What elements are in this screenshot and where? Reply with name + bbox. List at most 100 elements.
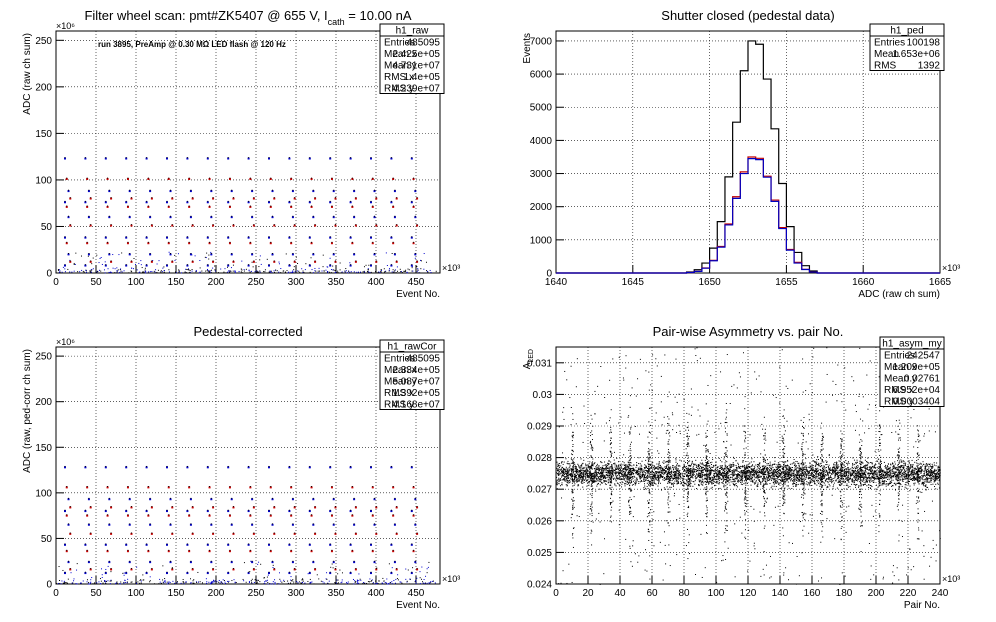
data-point: [689, 482, 691, 484]
data-point: [397, 574, 399, 576]
data-point: [701, 474, 703, 476]
data-point: [110, 224, 112, 226]
data-point: [227, 271, 229, 273]
data-point: [108, 271, 110, 273]
data-point: [257, 583, 259, 585]
data-point: [556, 480, 558, 482]
data-point: [312, 272, 314, 274]
stats-box-frame: [869, 23, 945, 71]
data-point: [742, 472, 744, 474]
data-point: [779, 478, 781, 480]
data-point: [935, 483, 937, 485]
data-point: [110, 271, 112, 273]
data-point: [572, 470, 574, 472]
data-point: [665, 471, 667, 473]
data-point: [63, 580, 65, 582]
data-point: [252, 197, 255, 200]
data-point: [225, 582, 227, 584]
data-point: [776, 481, 778, 483]
data-point: [819, 463, 821, 465]
data-point: [614, 464, 616, 466]
data-point: [589, 467, 591, 469]
data-point: [374, 497, 376, 499]
data-point: [396, 532, 398, 534]
data-point: [165, 581, 167, 583]
data-point: [905, 484, 907, 486]
data-point: [829, 479, 831, 481]
data-point: [117, 269, 119, 271]
data-point: [264, 577, 266, 579]
data-point: [133, 258, 135, 260]
data-point: [596, 474, 598, 476]
data-point: [866, 465, 868, 467]
data-point: [388, 563, 390, 565]
data-point: [268, 201, 270, 204]
data-point: [412, 177, 415, 180]
data-point: [848, 470, 850, 472]
data-point: [926, 468, 928, 470]
data-point: [334, 568, 337, 571]
data-point: [812, 470, 814, 472]
data-point: [897, 460, 899, 462]
y-tick-label: 0: [546, 269, 552, 280]
data-point: [59, 580, 61, 582]
data-point: [669, 478, 671, 480]
data-point: [272, 215, 274, 217]
data-point: [210, 560, 212, 562]
data-point: [920, 466, 922, 468]
x-exponent-label: ×10³: [942, 263, 960, 273]
data-point: [598, 471, 600, 473]
data-point: [392, 242, 395, 245]
data-point: [309, 509, 311, 511]
data-point: [762, 480, 764, 482]
data-point: [790, 476, 792, 478]
data-point: [902, 474, 904, 476]
data-point: [736, 476, 738, 478]
data-point: [692, 477, 694, 479]
data-point: [426, 568, 428, 570]
data-point: [269, 486, 272, 489]
data-point: [368, 264, 370, 266]
data-point: [107, 565, 109, 567]
data-point: [396, 260, 398, 262]
data-point: [301, 582, 303, 584]
data-point: [598, 470, 600, 472]
data-point: [729, 467, 731, 469]
data-point: [924, 467, 926, 469]
data-point: [865, 475, 867, 477]
data-point: [329, 264, 332, 267]
data-point: [230, 561, 233, 564]
data-point: [933, 480, 935, 482]
data-point: [653, 475, 655, 477]
data-point: [155, 269, 157, 271]
data-point: [609, 471, 611, 473]
data-point: [709, 472, 711, 474]
data-point: [795, 460, 797, 462]
data-point: [632, 477, 634, 479]
data-point: [284, 271, 286, 273]
data-point: [318, 267, 320, 269]
data-point: [251, 253, 254, 256]
data-point: [759, 463, 761, 465]
data-point: [310, 514, 313, 517]
data-point: [290, 241, 292, 243]
data-point: [708, 483, 710, 485]
data-point: [891, 475, 893, 477]
data-point: [651, 484, 653, 486]
data-point: [936, 472, 938, 474]
data-point: [188, 486, 191, 489]
data-point: [396, 197, 398, 199]
data-point: [334, 506, 337, 509]
data-point: [90, 270, 92, 272]
data-point: [659, 466, 661, 468]
data-point: [169, 253, 172, 256]
data-point: [149, 216, 152, 219]
data-point: [147, 486, 149, 488]
data-point: [616, 475, 618, 477]
data-point: [814, 468, 816, 470]
data-point: [170, 497, 172, 499]
data-point: [648, 479, 650, 481]
data-point: [350, 571, 352, 573]
data-point: [353, 523, 355, 525]
data-point: [882, 482, 884, 484]
